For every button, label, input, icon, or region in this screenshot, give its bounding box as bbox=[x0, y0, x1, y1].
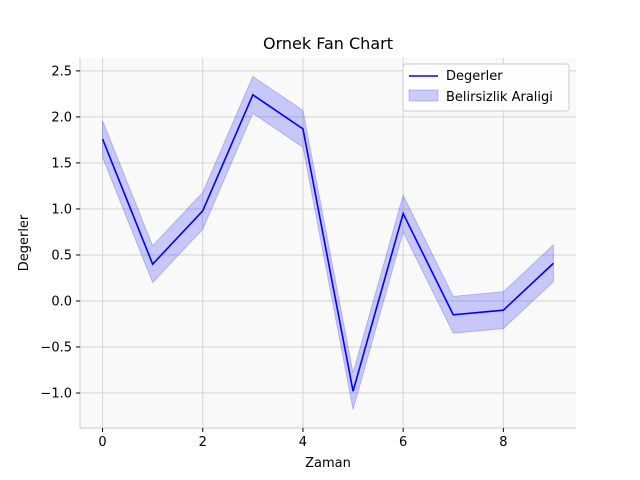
chart-title: Ornek Fan Chart bbox=[263, 34, 393, 53]
legend: Degerler Belirsizlik Araligi bbox=[402, 63, 570, 112]
legend-band-swatch bbox=[408, 89, 439, 102]
y-tick-label-3: 0.5 bbox=[51, 248, 72, 263]
legend-box bbox=[402, 63, 570, 112]
plot-area bbox=[80, 58, 576, 428]
y-tick-label-2: 0.0 bbox=[51, 294, 72, 309]
x-tick-label-0: 0 bbox=[98, 435, 106, 450]
x-tick-label-3: 6 bbox=[399, 435, 407, 450]
y-tick-label-4: 1.0 bbox=[51, 202, 72, 217]
x-ticks: 0 2 4 6 8 bbox=[98, 428, 507, 450]
grid-lines bbox=[80, 58, 576, 428]
x-axis-label: Zaman bbox=[305, 456, 351, 471]
x-tick-label-2: 4 bbox=[299, 435, 307, 450]
y-tick-label-7: 2.5 bbox=[51, 64, 72, 79]
axes bbox=[79, 58, 576, 429]
x-tick-label-4: 8 bbox=[499, 435, 507, 450]
y-ticks: −1.0 −0.5 0.0 0.5 1.0 1.5 2.0 2.5 bbox=[40, 64, 80, 402]
series-line-degerler bbox=[101, 93, 554, 392]
legend-entry-line: Degerler bbox=[446, 69, 503, 84]
y-axis-label: Degerler bbox=[17, 214, 32, 271]
legend-entry-band: Belirsizlik Araligi bbox=[446, 90, 553, 105]
y-tick-label-0: −1.0 bbox=[40, 387, 72, 402]
y-tick-label-1: −0.5 bbox=[40, 341, 72, 356]
y-tick-label-6: 2.0 bbox=[51, 110, 72, 125]
x-tick-label-1: 2 bbox=[199, 435, 207, 450]
y-tick-label-5: 1.5 bbox=[51, 156, 72, 171]
uncertainty-band bbox=[102, 75, 554, 410]
